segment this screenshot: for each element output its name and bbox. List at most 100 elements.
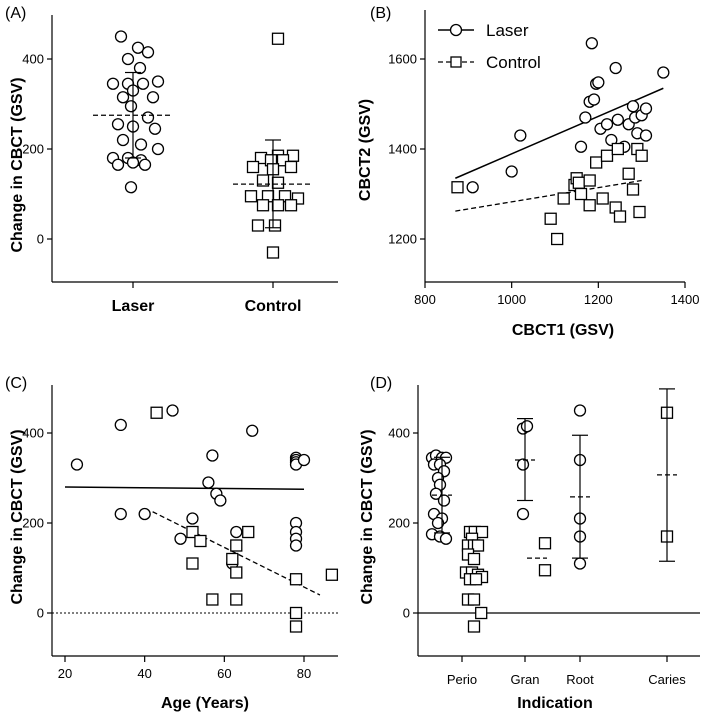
panel-d-control-gran-point [538, 564, 552, 577]
panel-b-control-point [635, 149, 648, 162]
panel-a-laser-point [133, 61, 147, 75]
panel-b-laser-point [579, 111, 592, 124]
panel-a-y-tick-label: 0 [37, 232, 44, 247]
panel-a-control-point [246, 160, 260, 174]
panel-a-laser-point [124, 100, 138, 113]
panel-b-control-point [557, 192, 570, 205]
panel-c-laser-point [186, 512, 199, 525]
panel-b-legend: Laser Control [438, 21, 541, 72]
panel-a-plot: 0 200 400 Laser Control [22, 15, 338, 315]
panel-d-y-tick-label: 0 [403, 606, 410, 621]
panel-b-laser-point [592, 76, 605, 89]
panel-label-d: (D) [370, 375, 392, 392]
panel-a-laser-point [131, 41, 145, 54]
panel-d-laser-gran-point [520, 420, 534, 433]
panel-c-ylabel: Change in CBCT (GSV) [9, 429, 26, 604]
panel-d-laser-gran-point [516, 458, 530, 471]
panel-c-control-point [186, 525, 199, 539]
panel-a-laser-point [136, 77, 150, 90]
panel-b-control-point [451, 181, 464, 194]
panel-c-control-point [206, 593, 219, 606]
panel-a-control-point [284, 199, 298, 212]
panel-b-laser-point [505, 165, 518, 178]
panel-d-x-tick-label: Caries [648, 672, 686, 687]
panel-a-control-point [251, 219, 265, 232]
panel-c-laser-point [246, 424, 259, 437]
panel-b-laser-point [611, 113, 624, 126]
panel-c: (C) Change in CBCT (GSV) Age (Years) 0 20… [5, 375, 339, 712]
panel-a-control-point [266, 246, 280, 259]
panel-a-control-point [271, 176, 285, 189]
panel-b-laser-point [574, 140, 588, 153]
panel-b-laser-point [587, 93, 601, 106]
panel-d-ylabel: Change in CBCT (GSV) [359, 429, 376, 604]
panel-c-control-point [289, 620, 303, 633]
panel-a-control-point [268, 219, 282, 232]
panel-d-control-perio-point [467, 593, 481, 606]
panel-a-control-point [244, 190, 258, 203]
panel-c-y-tick-label: 200 [22, 516, 44, 531]
panel-d: (D) Change in CBCT (GSV) Indication 0 200… [359, 375, 700, 712]
panel-a-laser-point [134, 138, 148, 151]
panel-a-laser-point [111, 118, 125, 131]
panel-b-x-tick-label: 1200 [584, 292, 613, 307]
panel-a-ylabel: Change in CBCT (GSV) [9, 77, 26, 252]
panel-b-laser-point [514, 129, 527, 142]
panel-c-control-point [289, 573, 303, 586]
panel-a-laser-point [116, 91, 130, 104]
panel-c-control-point [226, 552, 239, 566]
panel-b-laser-point [605, 133, 618, 147]
panel-b-laser-point [639, 129, 653, 142]
panel-c-control-point [289, 606, 303, 620]
panel-a-laser-point [121, 52, 135, 66]
panel-c-laser-point [202, 476, 215, 489]
panel-c-y-tick-label: 400 [22, 426, 44, 441]
panel-c-laser-point [114, 418, 127, 432]
panel-b-x-tick-label: 800 [414, 292, 436, 307]
panel-c-laser-point [70, 458, 84, 471]
panel-a-laser-point [146, 91, 160, 104]
panel-a-control-point [276, 154, 290, 167]
panel-b-control-point [574, 187, 588, 201]
panel-b-laser-point [585, 37, 598, 50]
panel-c-control-point [186, 557, 199, 570]
panel-a-laser-point [148, 122, 162, 135]
legend-laser-label: Laser [486, 21, 529, 40]
panel-c-control-point [230, 593, 243, 606]
panel-a-y-tick-label: 200 [22, 142, 44, 157]
panel-b-control-point [596, 192, 609, 205]
panel-d-x-tick-label: Gran [511, 672, 540, 687]
panel-c-laser-point [138, 507, 151, 521]
panel-b-control-point [544, 212, 557, 225]
panel-b-y-tick-label: 1600 [388, 52, 417, 67]
panel-d-y-tick-label: 200 [388, 516, 410, 531]
panel-a-laser-point [106, 77, 120, 90]
panel-c-x-tick-label: 60 [217, 666, 231, 681]
panel-d-control-perio-point [475, 525, 489, 539]
panel-label-c: (C) [5, 375, 27, 392]
panel-c-x-tick-label: 40 [137, 666, 151, 681]
panel-a-laser-point [151, 75, 165, 88]
panel-a-control-point [271, 199, 285, 212]
panel-c-laser-fit-line [64, 486, 305, 490]
panel-a-x-tick-label: Laser [112, 298, 155, 315]
panel-b-ylabel: CBCT2 (GSV) [357, 99, 374, 201]
panel-c-control-point [325, 568, 339, 581]
panel-a-laser-point [151, 142, 165, 156]
panel-b-laser-point [626, 100, 640, 113]
panel-d-plot: 0 200 400 Perio Gran Root Caries [388, 385, 700, 687]
panel-d-x-tick-label: Root [566, 672, 594, 687]
panel-a: (A) Change in CBCT (GSV) 0 200 400 Laser Con… [5, 5, 338, 315]
panel-b-control-point [590, 156, 603, 169]
panel-a-control-point [256, 174, 270, 187]
panel-c-x-tick-label: 20 [58, 666, 72, 681]
legend-control-label: Control [486, 53, 541, 72]
panel-c-laser-point [214, 494, 227, 507]
panel-a-x-tick-label: Control [245, 298, 302, 315]
legend-control-marker [450, 56, 462, 68]
panel-a-control-point [256, 199, 270, 212]
panel-b-control-point [613, 210, 627, 223]
panel-a-laser-point [141, 46, 155, 59]
panel-a-laser-point [126, 156, 140, 169]
panel-label-a: (A) [5, 5, 26, 22]
